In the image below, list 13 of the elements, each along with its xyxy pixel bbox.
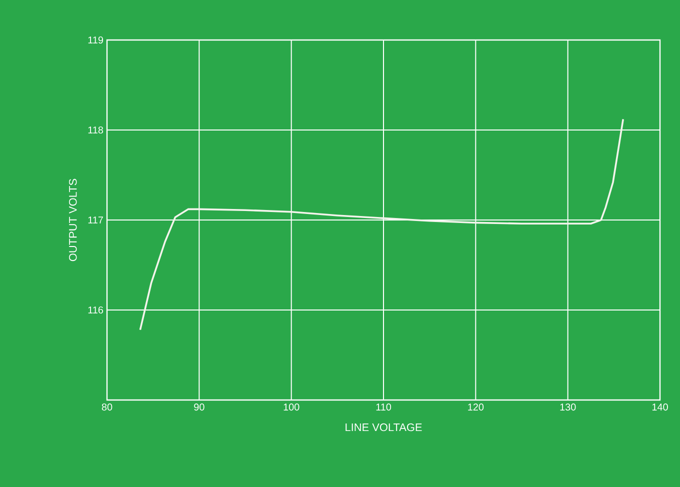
y-tick-label: 119 <box>88 36 104 44</box>
x-tick-label: 80 <box>102 404 112 411</box>
x-tick-label: 90 <box>194 404 204 411</box>
x-tick-label: 110 <box>376 404 392 411</box>
y-tick-label: 118 <box>88 126 104 134</box>
y-axis-title: OUTPUT VOLTS <box>69 178 77 262</box>
y-tick-label: 116 <box>88 306 104 314</box>
x-tick-label: 140 <box>652 404 668 411</box>
x-tick-label: 120 <box>468 404 484 411</box>
x-axis-title: LINE VOLTAGE <box>346 423 422 432</box>
x-tick-label: 130 <box>560 404 576 411</box>
y-tick-label: 117 <box>88 216 103 224</box>
x-tick-label: 100 <box>284 404 300 411</box>
